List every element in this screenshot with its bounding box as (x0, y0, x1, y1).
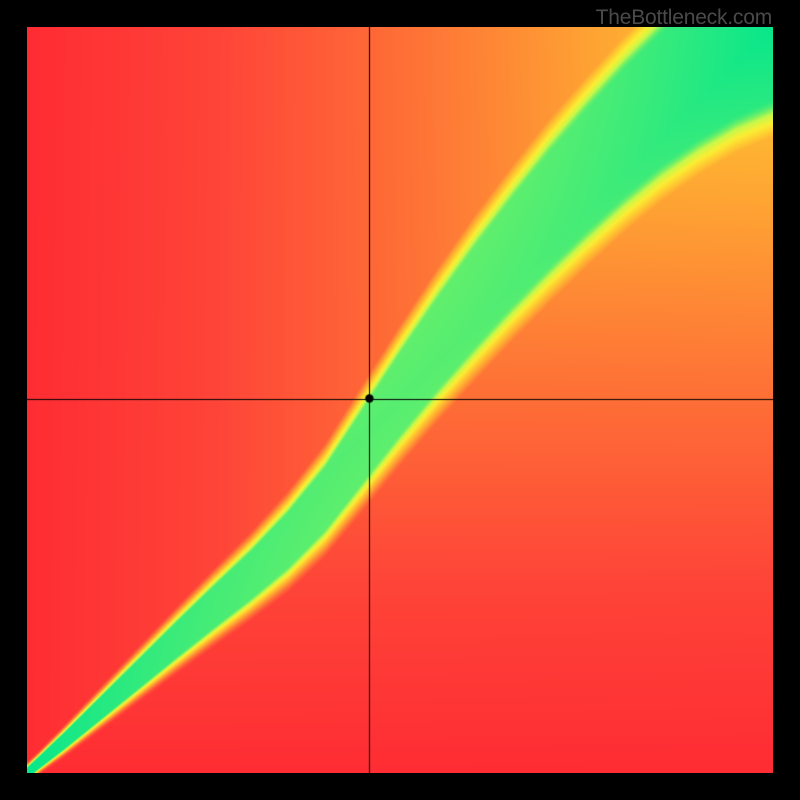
chart-container: TheBottleneck.com (0, 0, 800, 800)
heatmap-canvas (27, 27, 773, 773)
bottleneck-heatmap (27, 27, 773, 773)
